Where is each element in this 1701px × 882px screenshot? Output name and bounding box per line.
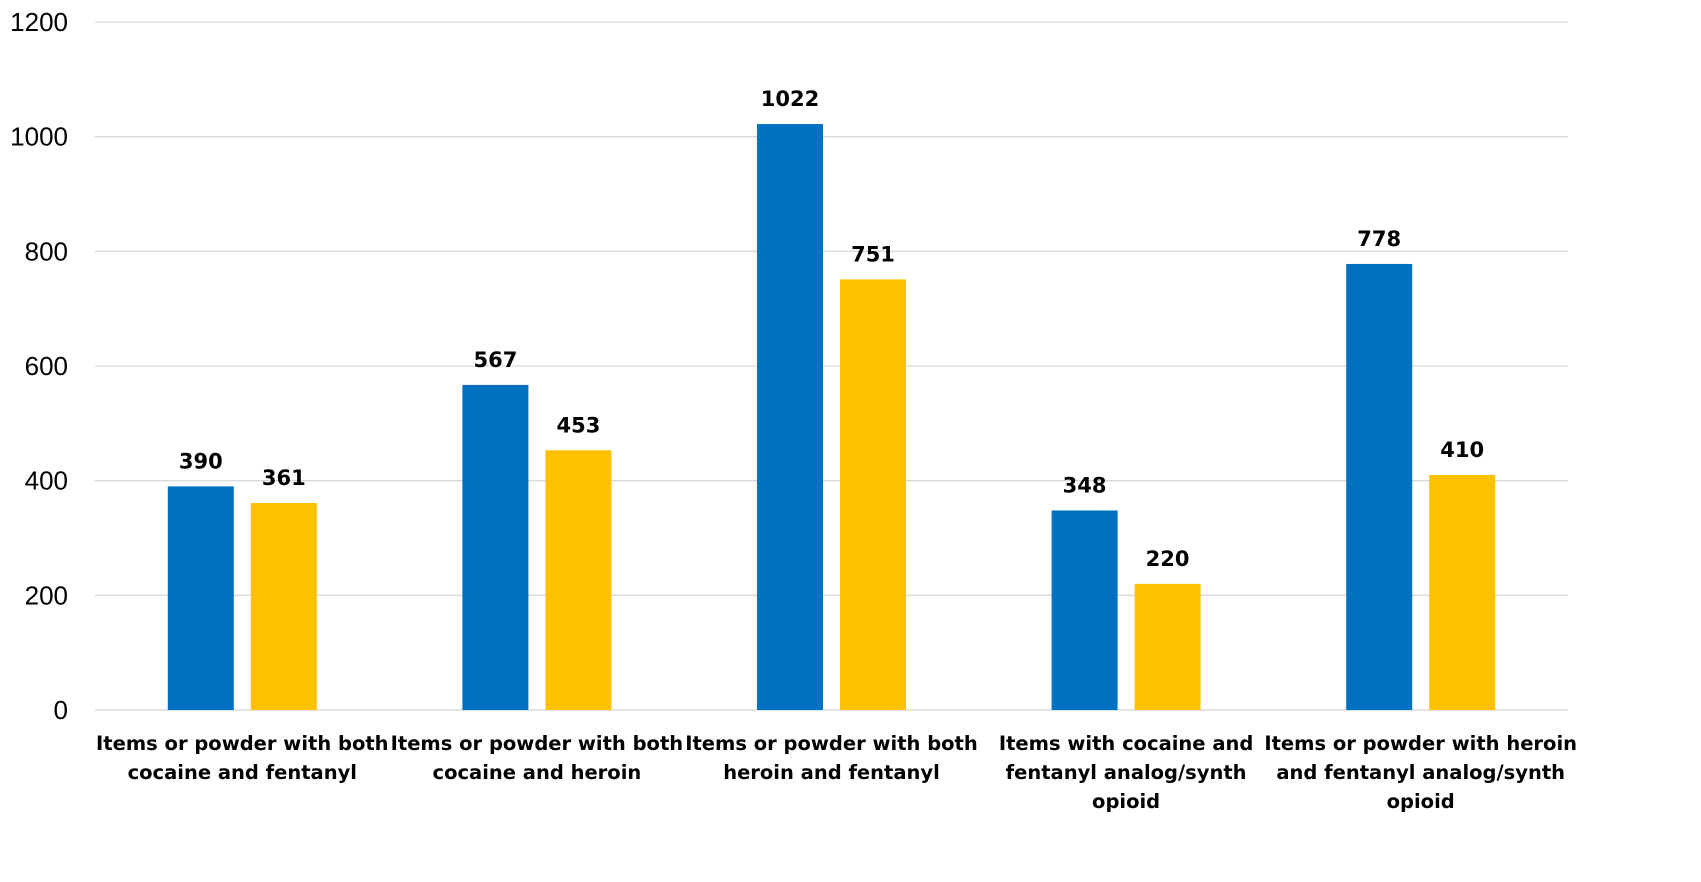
bar: [1134, 583, 1201, 710]
x-category-label-line: and fentanyl analog/synth: [1276, 761, 1565, 784]
bar: [167, 486, 234, 710]
x-category-label: Items or powder with both cocaine and her…: [391, 732, 684, 784]
bar: [1346, 263, 1413, 710]
bar: [545, 450, 612, 710]
bar: [840, 279, 906, 710]
x-category-label-line: cocaine and heroin: [433, 761, 642, 784]
x-category-label-line: Items with cocaine and: [999, 732, 1253, 755]
data-label: 390: [179, 449, 223, 473]
x-category-label: Items or powder with both cocaine and fen…: [96, 732, 389, 784]
y-tick-label: 0: [54, 695, 68, 725]
data-label: 453: [556, 413, 600, 437]
data-label: 220: [1146, 547, 1190, 571]
data-label: 361: [262, 466, 306, 490]
y-tick-label: 600: [25, 351, 68, 381]
y-tick-label: 1200: [10, 7, 68, 37]
data-label: 1022: [761, 87, 819, 111]
x-category-label-line: fentanyl analog/synth: [1006, 761, 1247, 784]
y-axis-tick-labels: 0 200 400 600 800 1000 1200: [10, 7, 68, 725]
x-category-label-line: Items or powder with both: [685, 732, 978, 755]
bar: [462, 384, 529, 710]
bar: [250, 503, 317, 710]
x-category-label-line: opioid: [1387, 790, 1455, 813]
x-axis-category-labels: Items or powder with both cocaine and fen…: [96, 732, 1577, 813]
bar: [757, 124, 823, 710]
x-category-label-line: cocaine and fentanyl: [128, 761, 357, 784]
data-labels: 390 361 567 453 1022 751 348 220 778 410: [179, 87, 1484, 571]
data-label: 778: [1357, 227, 1401, 251]
x-category-label-line: opioid: [1092, 790, 1160, 813]
data-label: 348: [1063, 473, 1107, 497]
bar: [1429, 474, 1496, 710]
x-category-label-line: Items or powder with both: [391, 732, 684, 755]
x-category-label-line: heroin and fentanyl: [723, 761, 940, 784]
bar: [1051, 510, 1118, 710]
data-label: 751: [851, 242, 895, 266]
gridlines: [95, 21, 1568, 711]
data-label: 410: [1440, 438, 1484, 462]
y-tick-label: 400: [25, 466, 68, 496]
data-label: 567: [473, 348, 517, 372]
x-category-label-line: Items or powder with both: [96, 732, 389, 755]
y-tick-label: 1000: [10, 122, 68, 152]
x-category-label: Items with cocaine and fentanyl analog/sy…: [999, 732, 1253, 813]
y-tick-label: 200: [25, 580, 68, 610]
x-category-label: Items or powder with heroin and fentanyl …: [1264, 732, 1577, 813]
bars: [167, 124, 1496, 710]
x-category-label-line: Items or powder with heroin: [1264, 732, 1577, 755]
x-category-label: Items or powder with both heroin and fent…: [685, 732, 978, 784]
y-tick-label: 800: [25, 236, 68, 266]
